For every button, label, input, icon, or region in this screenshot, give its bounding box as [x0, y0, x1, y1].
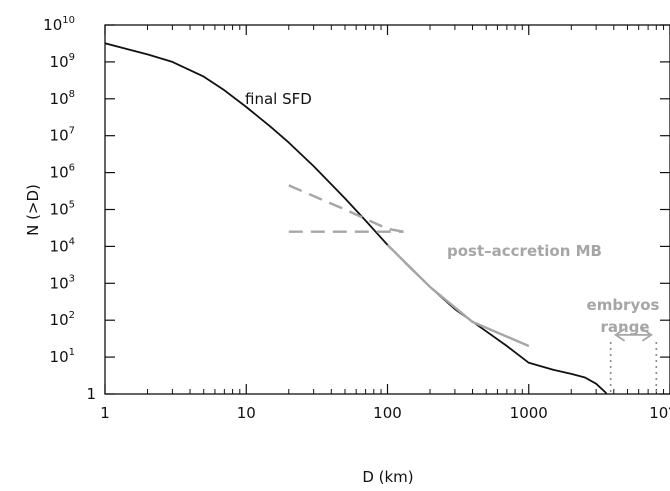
y-tick-label: 101 [50, 347, 75, 366]
y-tick-exponent: 4 [69, 236, 75, 247]
y-tick-label: 106 [50, 163, 75, 182]
x-tick-labels: 1 10 100 1000 104 [100, 403, 670, 422]
y-tick-label: 102 [50, 310, 75, 329]
plot-frame-group [104, 24, 670, 395]
y-tick-label: 103 [50, 273, 75, 292]
embryos-label-line1: embryos [587, 296, 660, 314]
y-tick-label: 1 [86, 385, 96, 403]
y-tick-exponent: 10 [62, 15, 75, 26]
y-tick-label: 107 [50, 126, 75, 145]
final-sfd-label: final SFD [245, 90, 312, 108]
plot-frame [104, 24, 670, 395]
dashed-fit-line [288, 184, 404, 233]
post-accretion-label: post–accretion MB [447, 242, 602, 260]
x-tick-exponent: 4 [668, 403, 670, 414]
x-tick-label: 1000 [510, 404, 548, 422]
y-tick-exponent: 2 [69, 310, 75, 321]
embryos-range-marker [609, 328, 658, 394]
x-tick-label: 100 [373, 404, 402, 422]
y-tick-label: 109 [50, 52, 75, 71]
arrow-head-left [614, 328, 626, 342]
y-tick-exponent: 8 [69, 89, 75, 100]
y-tick-label: 1010 [43, 15, 75, 34]
x-axis-label: D (km) [362, 468, 413, 486]
y-tick-label: 108 [50, 89, 75, 108]
x-tick-label: 10 [237, 404, 256, 422]
axis-ticks [104, 24, 670, 395]
y-tick-exponent: 6 [69, 163, 75, 174]
y-tick-exponent: 3 [69, 273, 75, 284]
y-axis-label: N (>D) [24, 184, 42, 236]
series-layer [105, 42, 608, 394]
embryos-label-line2: range [600, 318, 649, 336]
y-tick-exponent: 9 [69, 52, 75, 63]
y-tick-exponent: 5 [69, 200, 75, 211]
y-tick-exponent: 1 [69, 347, 75, 358]
y-tick-exponent: 7 [69, 126, 75, 137]
post-accretion-mb-line [386, 244, 530, 348]
y-tick-label: 104 [50, 236, 75, 255]
final-sfd-line [105, 42, 608, 394]
y-tick-label: 105 [50, 200, 75, 219]
x-tick-label: 104 [649, 403, 670, 422]
arrow-head-right [641, 328, 653, 342]
x-tick-label: 1 [100, 404, 110, 422]
